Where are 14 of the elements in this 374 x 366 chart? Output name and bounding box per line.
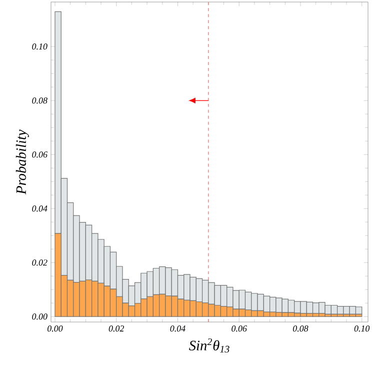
x-tick-label: 0.10 [354, 326, 370, 332]
x-tick-label: 0.04 [170, 326, 186, 332]
y-tick-label: 0.02 [32, 260, 48, 266]
x-tick-label: 0.00 [47, 326, 63, 332]
y-axis-title: Probability [16, 130, 29, 194]
y-tick-label: 0.04 [32, 206, 48, 212]
y-tick-label: 0.00 [32, 314, 48, 320]
y-tick-label: 0.06 [32, 152, 48, 158]
x-tick-label: 0.06 [232, 326, 247, 332]
x-axis-title: Sin$^{2}$θ$_{13}$ [189, 338, 230, 352]
x-tick-label: 0.02 [108, 326, 124, 332]
y-tick-label: 0.08 [32, 98, 48, 104]
y-tick-label: 0.10 [32, 44, 48, 50]
x-tick-label: 0.08 [292, 326, 308, 332]
